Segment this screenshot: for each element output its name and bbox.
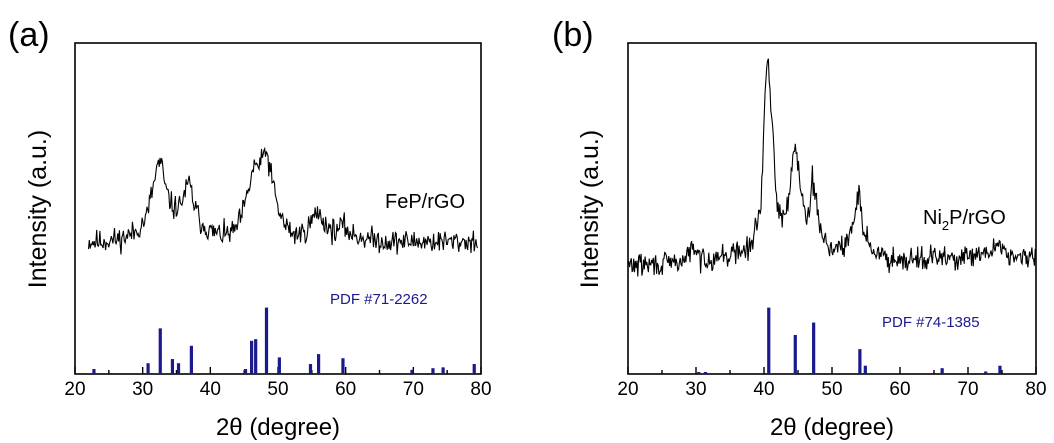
panel-b-y-axis-label: Intensity (a.u.) — [576, 130, 604, 288]
panel-b-sample-label-part1: Ni — [923, 207, 942, 229]
panel-b-reference-label: PDF #74-1385 — [882, 314, 980, 331]
reference-peak-bar — [277, 357, 281, 374]
reference-peak-bar — [341, 358, 345, 374]
reference-peak-bar — [812, 322, 816, 374]
x-tick-label: 40 — [200, 379, 221, 400]
reference-peak-bar — [998, 365, 1002, 374]
reference-peak-bar — [472, 364, 476, 374]
x-tick-label: 20 — [64, 379, 85, 400]
reference-peak-bar — [170, 359, 175, 374]
x-tick-label: 70 — [403, 379, 424, 400]
reference-peak-bar — [158, 328, 162, 374]
reference-peak-bar — [940, 368, 944, 374]
x-tick-label: 20 — [617, 379, 638, 400]
reference-peak-bar — [146, 363, 150, 374]
x-tick-label: 80 — [470, 379, 491, 400]
reference-peak-bar — [254, 339, 258, 374]
reference-peak-bar — [189, 345, 193, 374]
reference-peak-bar — [176, 363, 181, 374]
reference-peak-bar — [697, 372, 701, 374]
reference-peak-bar — [441, 367, 445, 374]
panel-b-reference-bars — [697, 307, 1002, 374]
reference-peak-bar — [308, 364, 313, 374]
reference-peak-bar — [863, 365, 867, 374]
reference-peak-bar — [264, 307, 269, 374]
panel-b: (b) Intensity (a.u.) 2θ (degree) 20 30 40 5… — [552, 16, 1047, 441]
reference-peak-bar — [767, 307, 771, 374]
reference-peak-bar — [984, 371, 988, 374]
reference-peak-bar — [703, 372, 708, 374]
x-tick-label: 60 — [335, 379, 356, 400]
panel-a-reference-bars — [92, 307, 476, 374]
reference-peak-bar — [431, 368, 435, 374]
panel-b-x-axis-label: 2θ (degree) — [770, 414, 894, 441]
reference-peak-bar — [250, 340, 254, 374]
reference-peak-bar — [858, 349, 862, 374]
panel-b-sample-label-subscript: 2 — [942, 218, 949, 233]
panel-b-x-tick-labels: 20 30 40 50 60 70 80 — [617, 379, 1046, 400]
reference-peak-bar — [410, 369, 414, 374]
reference-peak-bar — [92, 369, 96, 374]
panel-b-pattern-line — [627, 58, 1036, 277]
panel-a-y-axis-label: Intensity (a.u.) — [24, 130, 52, 288]
panel-b-x-axis — [627, 367, 1037, 374]
panel-a-x-tick-labels: 20 30 40 50 60 70 80 — [64, 379, 491, 400]
x-tick-label: 40 — [753, 379, 774, 400]
x-tick-label: 80 — [1025, 379, 1046, 400]
x-tick-label: 50 — [267, 379, 288, 400]
panel-b-sample-label: Ni2P/rGO — [923, 207, 1006, 233]
panel-a-label: (a) — [8, 16, 50, 54]
panel-a-x-axis — [74, 367, 482, 374]
panel-a: (a) Intensity (a.u.) 2θ (degree) 20 30 40 5… — [8, 16, 492, 441]
reference-peak-bar — [793, 334, 797, 374]
reference-peak-bar — [317, 354, 321, 374]
panel-b-sample-label-part2: P/rGO — [949, 207, 1006, 229]
panel-a-pattern-line — [87, 146, 479, 255]
panel-a-sample-label: FeP/rGO — [385, 191, 465, 213]
x-tick-label: 30 — [685, 379, 706, 400]
panel-a-reference-label: PDF #71-2262 — [330, 291, 428, 308]
x-tick-label: 50 — [821, 379, 842, 400]
x-tick-label: 70 — [957, 379, 978, 400]
x-tick-label: 30 — [132, 379, 153, 400]
x-tick-label: 60 — [889, 379, 910, 400]
reference-peak-bar — [243, 369, 248, 374]
panel-a-x-axis-label: 2θ (degree) — [216, 414, 340, 441]
panel-b-label: (b) — [552, 16, 594, 54]
